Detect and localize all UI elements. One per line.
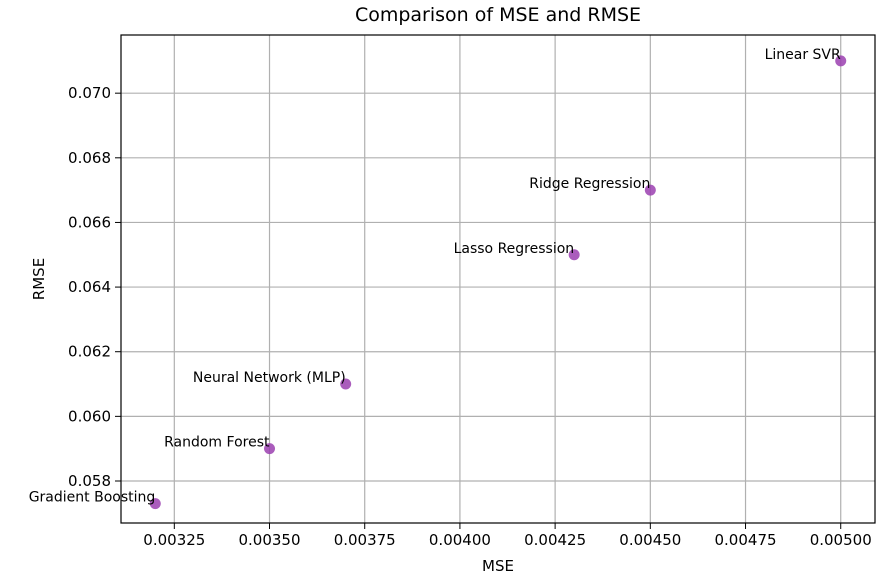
x-tick-label: 0.00450 [619,531,681,549]
point-label: Random Forest [164,435,270,451]
y-tick-label: 0.068 [68,149,111,167]
scatter-point [340,378,352,390]
data-points: Gradient Boosting Random Forest Neural Net… [29,47,847,510]
x-tick-label: 0.00375 [334,531,396,549]
point-label: Neural Network (MLP) [193,370,346,386]
scatter-point [835,55,847,67]
x-tick-label: 0.00325 [143,531,205,549]
axis-ticks: 0.00325 0.00350 0.00375 0.00400 0.00425 0.004… [68,84,872,549]
y-tick-label: 0.060 [68,407,111,425]
scatter-point [644,184,656,196]
y-tick-label: 0.070 [68,84,111,102]
x-tick-label: 0.00475 [715,531,777,549]
y-tick-label: 0.064 [68,278,111,296]
x-tick-label: 0.00400 [429,531,491,549]
y-tick-label: 0.062 [68,343,111,361]
grid-lines [121,35,875,523]
y-tick-label: 0.058 [68,472,111,490]
y-tick-label: 0.066 [68,213,111,231]
x-tick-label: 0.00425 [524,531,586,549]
y-axis-label: RMSE [30,258,48,300]
point-label: Ridge Regression [529,176,650,192]
point-label: Lasso Regression [454,241,575,257]
x-axis-label: MSE [482,557,514,575]
plot-area-frame [120,34,876,524]
x-tick-label: 0.00350 [238,531,300,549]
x-tick-label: 0.00500 [810,531,872,549]
scatter-point [264,443,276,455]
chart-title: Comparison of MSE and RMSE [355,4,641,26]
point-label: Linear SVR [765,47,841,63]
scatter-point [568,249,580,261]
point-label: Gradient Boosting [29,490,156,506]
scatter-point [149,498,161,510]
